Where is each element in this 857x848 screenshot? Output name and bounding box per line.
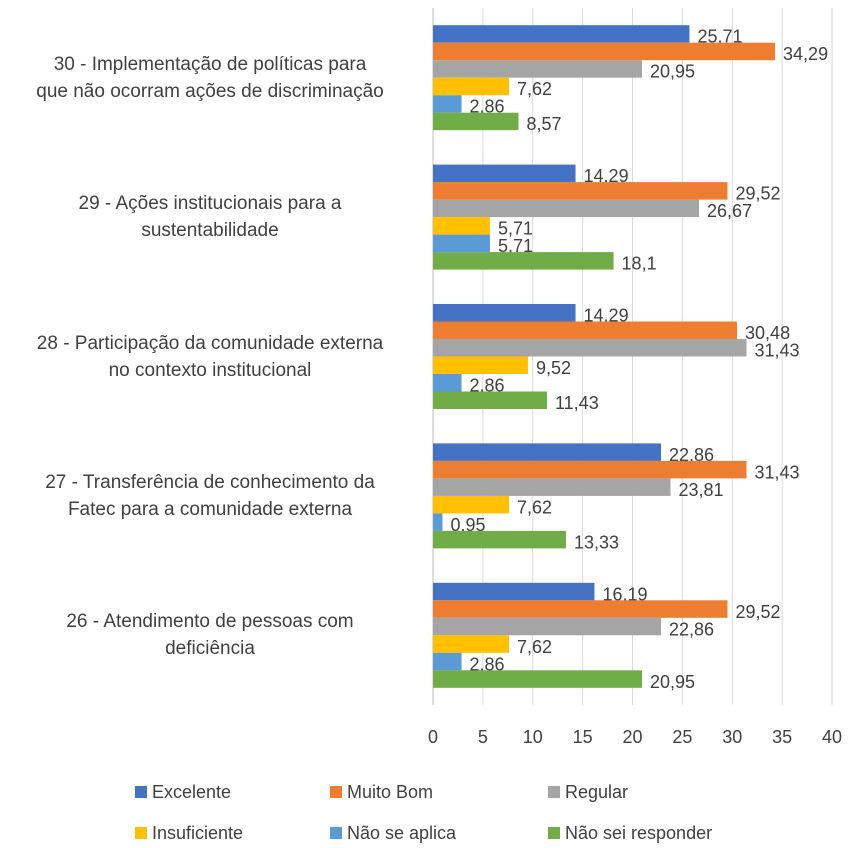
legend-swatch [548,786,560,798]
legend-label: Não sei responder [565,823,712,843]
legend-label: Excelente [152,782,231,802]
category-label: 26 - Atendimento de pessoas com deficiên… [66,611,354,660]
bar [433,217,490,235]
value-label: 7,62 [517,497,552,517]
bar [433,339,747,357]
value-label: 18,1 [622,254,657,274]
value-label: 31,43 [755,462,800,482]
bar [433,600,728,618]
value-label: 30,48 [745,323,790,343]
bar [433,42,776,61]
value-label: 14,29 [584,306,629,326]
legend-label: Regular [565,782,628,802]
value-label: 8,57 [526,114,561,134]
bar [433,304,576,322]
x-tick-label: 25 [672,727,692,747]
bar [433,460,747,479]
bar [433,652,462,671]
value-label: 22,86 [669,619,714,639]
x-tick-label: 35 [772,727,792,747]
value-label: 2,86 [470,654,505,674]
bar [433,25,690,43]
value-label: 2,86 [470,97,505,117]
bar [433,321,738,339]
bar [433,478,671,496]
legend-swatch [548,827,560,839]
value-label: 20,95 [650,62,695,82]
bar [433,495,510,514]
legend-swatch [330,786,342,798]
value-label: 34,29 [783,44,828,64]
value-label: 31,43 [755,341,800,361]
bar [433,617,662,636]
bar [433,513,443,531]
bar [433,199,700,218]
x-tick-label: 40 [822,727,842,747]
value-label: 5,71 [498,236,533,256]
x-tick-label: 10 [523,727,543,747]
value-label: 14,29 [584,166,629,186]
bar [433,252,614,270]
value-label: 2,86 [470,376,505,396]
bar [433,443,662,461]
value-label: 23,81 [679,480,724,500]
bar [433,182,728,200]
category-label: 28 - Participação da comunidade externa … [36,332,384,381]
legend-swatch [135,827,147,839]
legend-swatch [135,786,147,798]
bar [433,635,510,653]
x-tick-label: 0 [428,727,438,747]
bar [433,356,528,374]
category-label: 30 - Implementação de políticas para que… [36,53,384,102]
value-label: 16,19 [602,584,647,604]
bar [433,582,595,601]
value-label: 29,52 [735,602,780,622]
legend-label: Muito Bom [347,782,433,802]
value-label: 20,95 [650,672,695,692]
bar [433,77,510,96]
value-label: 7,62 [517,637,552,657]
value-label: 0,95 [450,515,485,535]
value-label: 9,52 [536,358,571,378]
category-label: 29 - Ações institucionais para a sustent… [78,193,342,242]
value-label: 13,33 [574,532,619,552]
x-tick-label: 30 [722,727,742,747]
bar [433,530,566,549]
bar [433,95,462,113]
x-tick-label: 20 [622,727,642,747]
value-label: 5,71 [498,219,533,239]
bar [433,234,490,253]
x-tick-label: 15 [573,727,593,747]
value-label: 26,67 [707,201,752,221]
legend-swatch [330,827,342,839]
bar [433,391,548,409]
bar [433,374,462,392]
value-label: 25,71 [697,27,742,47]
bar [433,670,642,688]
bar [433,60,642,78]
bar [433,112,519,131]
value-label: 7,62 [517,79,552,99]
value-label: 29,52 [735,184,780,204]
legend-label: Não se aplica [347,823,457,843]
category-label: 27 - Transferência de conhecimento da Fa… [45,471,375,520]
bar [433,164,576,183]
value-label: 11,43 [555,393,599,413]
legend-label: Insuficiente [152,823,243,843]
value-label: 22,86 [669,445,714,465]
x-tick-label: 5 [478,727,488,747]
